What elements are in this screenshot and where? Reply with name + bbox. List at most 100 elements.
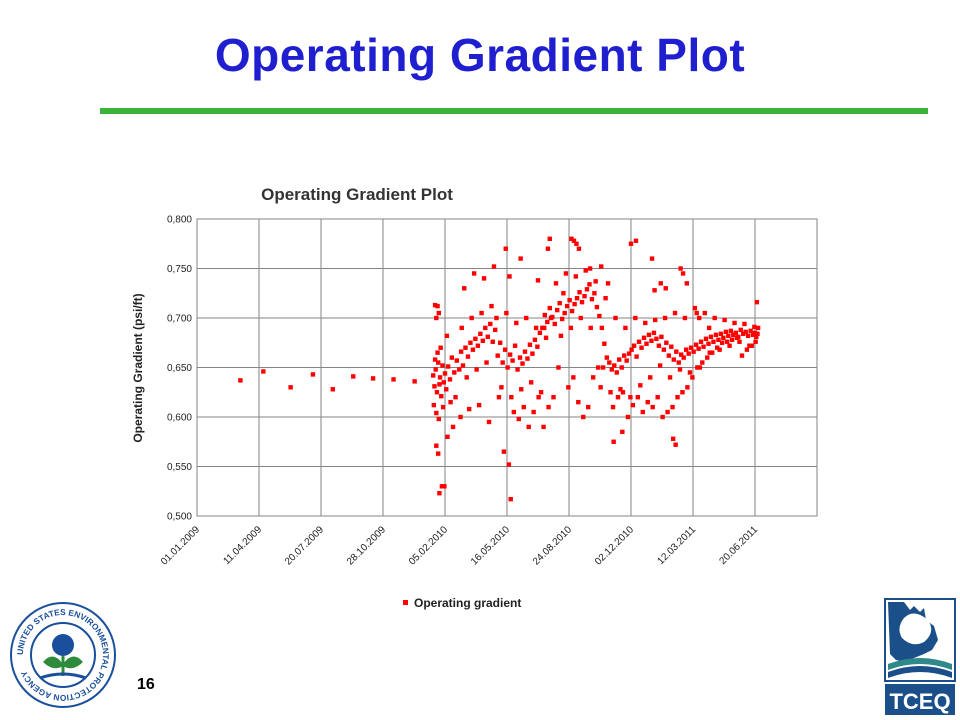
- data-point: [692, 305, 698, 311]
- data-point: [587, 282, 592, 287]
- data-point: [589, 296, 595, 302]
- data-point: [525, 356, 530, 361]
- data-point: [707, 350, 712, 355]
- data-point: [671, 357, 676, 362]
- data-point: [581, 414, 586, 420]
- data-point: [700, 360, 705, 365]
- data-point: [754, 334, 759, 340]
- data-point: [650, 404, 655, 410]
- data-point: [557, 300, 562, 306]
- data-point: [656, 343, 662, 348]
- data-point: [592, 291, 597, 296]
- data-point: [431, 373, 436, 378]
- data-point: [435, 451, 441, 456]
- y-tick-label: 0,700: [167, 314, 192, 325]
- data-point: [623, 325, 628, 331]
- data-point: [546, 404, 551, 410]
- data-point: [670, 436, 676, 441]
- data-point: [436, 416, 441, 422]
- data-point: [458, 349, 464, 354]
- data-point: [620, 390, 626, 395]
- data-point: [657, 363, 663, 368]
- data-point: [742, 321, 747, 327]
- data-point: [437, 382, 442, 387]
- data-point: [613, 315, 618, 321]
- data-point: [462, 286, 467, 291]
- data-point: [728, 328, 734, 334]
- data-point: [474, 367, 479, 372]
- data-point: [261, 369, 266, 374]
- data-point: [603, 296, 608, 301]
- data-point: [432, 302, 438, 308]
- data-point: [737, 339, 742, 344]
- data-point: [449, 355, 455, 360]
- data-point: [528, 380, 534, 385]
- data-point: [663, 286, 668, 291]
- data-point: [509, 395, 514, 400]
- data-point: [626, 351, 632, 356]
- data-point: [576, 246, 582, 251]
- data-point: [447, 377, 453, 382]
- y-tick-label: 0,500: [167, 512, 192, 523]
- data-point: [669, 344, 674, 349]
- data-point: [625, 414, 631, 420]
- data-point: [594, 304, 600, 310]
- data-point: [605, 281, 611, 286]
- data-point: [716, 337, 721, 342]
- data-point: [438, 345, 443, 350]
- x-tick-label: 02.12.2010: [593, 524, 636, 567]
- data-point: [500, 360, 505, 365]
- data-point: [437, 491, 442, 496]
- data-point: [738, 327, 743, 333]
- data-point: [551, 395, 556, 400]
- data-point: [465, 354, 471, 359]
- data-point: [682, 315, 688, 321]
- data-point: [749, 343, 755, 348]
- data-point: [502, 347, 508, 352]
- data-point: [238, 378, 243, 383]
- data-point: [755, 325, 761, 331]
- data-point: [503, 246, 508, 251]
- data-point: [690, 375, 695, 380]
- data-point: [507, 352, 513, 357]
- data-point: [469, 315, 474, 321]
- data-point: [494, 315, 499, 321]
- data-point: [636, 339, 642, 344]
- data-point: [431, 402, 437, 408]
- legend-marker: [403, 600, 408, 605]
- data-point: [697, 315, 702, 321]
- data-point: [635, 395, 641, 400]
- data-point: [434, 390, 440, 395]
- data-point: [555, 307, 560, 313]
- data-point: [569, 308, 575, 314]
- data-point: [432, 357, 438, 362]
- data-point: [686, 351, 691, 356]
- data-point: [727, 343, 732, 348]
- data-point: [437, 375, 443, 380]
- data-point: [442, 484, 447, 489]
- data-point: [351, 374, 356, 379]
- data-point: [621, 353, 627, 358]
- data-point: [507, 274, 512, 279]
- data-point: [733, 330, 738, 336]
- data-point: [501, 449, 507, 454]
- data-point: [445, 434, 450, 439]
- data-point: [651, 330, 657, 336]
- tceq-logo-text: TCEQ: [889, 689, 950, 714]
- data-point: [672, 310, 678, 316]
- y-tick-label: 0,800: [167, 215, 192, 226]
- data-point: [712, 315, 717, 321]
- data-point: [633, 238, 639, 243]
- data-point: [460, 363, 466, 368]
- data-point: [496, 395, 502, 400]
- x-axis-ticks: 01.01.2009 11.04.2009 20.07.2009 28.10.2009…: [159, 524, 760, 567]
- data-point: [681, 355, 686, 360]
- data-point: [667, 375, 673, 380]
- data-point: [506, 462, 512, 467]
- y-axis-label: Operating Gradient (psi/ft): [131, 293, 145, 442]
- data-point: [649, 256, 655, 261]
- data-point: [691, 349, 696, 354]
- data-point: [512, 343, 518, 348]
- data-point: [519, 387, 524, 392]
- data-point: [718, 331, 724, 337]
